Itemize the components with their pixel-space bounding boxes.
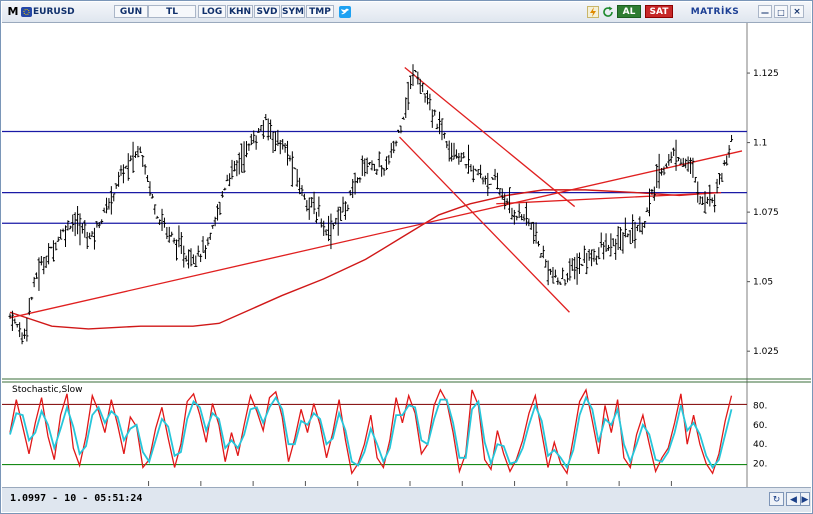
- y-tick-label: 1.1: [753, 139, 767, 149]
- sync-icon[interactable]: ↻: [769, 492, 784, 506]
- stochastic-k-line: [9, 388, 733, 476]
- y-tick-label: 1.05: [753, 278, 773, 288]
- stochastic-d-line: [9, 395, 733, 470]
- trendline: [404, 66, 576, 208]
- brand-label: MATRİKS: [690, 7, 740, 17]
- currency-button[interactable]: TL: [148, 5, 196, 18]
- minimize-icon[interactable]: —: [758, 5, 772, 18]
- trendline: [496, 192, 722, 205]
- moving-average-line: [9, 189, 716, 330]
- y-tick-label: 1.075: [753, 208, 779, 218]
- eu-flag-icon: [21, 7, 32, 17]
- refresh-icon[interactable]: [602, 6, 614, 18]
- price-levels: [2, 130, 747, 224]
- tmp-button[interactable]: TMP: [306, 5, 334, 18]
- stochastic-y-label: 40.: [753, 440, 767, 450]
- menu-m-button[interactable]: M: [7, 5, 19, 18]
- restore-icon[interactable]: □: [774, 5, 788, 18]
- price-bars: [8, 64, 734, 345]
- moving-average: [9, 189, 716, 330]
- stochastic-panel: 80. 60. 40. 20.: [2, 388, 767, 476]
- khn-button[interactable]: KHN: [227, 5, 253, 18]
- price-y-axis: 1.125 1.1 1.075 1.05 1.025: [747, 69, 779, 357]
- scroll-left-icon[interactable]: ◀: [786, 492, 801, 506]
- sat-button[interactable]: SAT: [645, 5, 673, 18]
- close-icon[interactable]: ×: [790, 5, 804, 18]
- stochastic-y-label: 60.: [753, 421, 767, 431]
- stochastic-y-label: 20.: [753, 460, 767, 470]
- price-readout: 1.0997 - 10 - 05:51:24: [10, 493, 143, 504]
- stochastic-y-label: 80.: [753, 401, 767, 411]
- trendline: [9, 150, 743, 319]
- scroll-right-icon[interactable]: ▶: [800, 492, 810, 506]
- lightning-icon[interactable]: [587, 6, 599, 18]
- svd-button[interactable]: SVD: [254, 5, 280, 18]
- symbol-label[interactable]: EURUSD: [33, 7, 75, 17]
- stochastic-title: Stochastic,Slow: [12, 385, 83, 395]
- al-button[interactable]: AL: [617, 5, 641, 18]
- status-bar: 1.0997 - 10 - 05:51:24 ↻ ◀ ▶: [2, 487, 811, 512]
- chart-toolbar: M EURUSD GUN TL LOG KHN SVD SYM TMP AL S…: [2, 2, 811, 23]
- sym-button[interactable]: SYM: [281, 5, 305, 18]
- y-tick-label: 1.025: [753, 347, 779, 357]
- log-button[interactable]: LOG: [198, 5, 226, 18]
- bird-icon[interactable]: [339, 6, 351, 18]
- period-button[interactable]: GUN: [114, 5, 148, 18]
- y-tick-label: 1.125: [753, 69, 779, 79]
- trendlines: [9, 66, 743, 319]
- trendline: [399, 136, 570, 313]
